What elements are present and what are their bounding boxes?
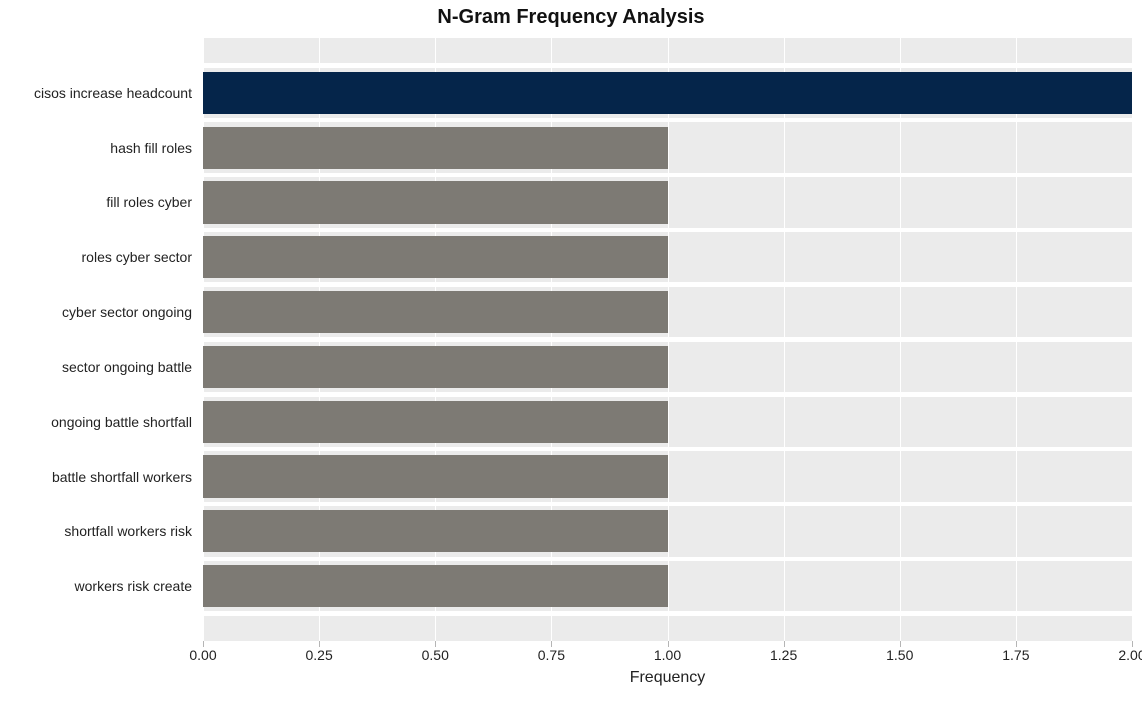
inner-xtick bbox=[784, 635, 785, 639]
bar bbox=[203, 72, 1132, 114]
inner-xtick bbox=[203, 635, 204, 639]
x-tick-label: 1.75 bbox=[1002, 647, 1029, 663]
gridline bbox=[1016, 38, 1017, 641]
y-tick-label: cisos increase headcount bbox=[0, 86, 198, 100]
gridline bbox=[784, 38, 785, 641]
x-tick-label: 1.25 bbox=[770, 647, 797, 663]
x-tick-label: 0.25 bbox=[306, 647, 333, 663]
x-axis-title: Frequency bbox=[203, 669, 1132, 687]
y-tick-label: shortfall workers risk bbox=[0, 524, 198, 538]
bar bbox=[203, 401, 668, 443]
inner-xtick bbox=[668, 635, 669, 639]
y-tick-label: hash fill roles bbox=[0, 141, 198, 155]
x-tick-label: 1.50 bbox=[886, 647, 913, 663]
inner-xtick bbox=[900, 635, 901, 639]
gridline bbox=[1132, 38, 1133, 641]
bar bbox=[203, 236, 668, 278]
inner-xtick bbox=[319, 635, 320, 639]
y-tick-label: fill roles cyber bbox=[0, 195, 198, 209]
x-tick-label: 2.00 bbox=[1118, 647, 1142, 663]
ngram-chart: N-Gram Frequency Analysis cisos increase… bbox=[0, 0, 1142, 701]
bar bbox=[203, 346, 668, 388]
y-axis-labels: cisos increase headcount hash fill roles f… bbox=[0, 38, 198, 641]
inner-xtick bbox=[1016, 635, 1017, 639]
gridline bbox=[900, 38, 901, 641]
y-tick-label: ongoing battle shortfall bbox=[0, 415, 198, 429]
x-tick-label: 0.75 bbox=[538, 647, 565, 663]
y-tick-label: workers risk create bbox=[0, 579, 198, 593]
inner-xtick bbox=[1132, 635, 1133, 639]
bar bbox=[203, 127, 668, 169]
y-tick-label: cyber sector ongoing bbox=[0, 305, 198, 319]
plot-area bbox=[203, 38, 1132, 641]
bar bbox=[203, 291, 668, 333]
x-tick-label: 1.00 bbox=[654, 647, 681, 663]
x-tick-label: 0.00 bbox=[189, 647, 216, 663]
inner-xtick bbox=[551, 635, 552, 639]
y-tick-label: sector ongoing battle bbox=[0, 360, 198, 374]
x-tick-label: 0.50 bbox=[422, 647, 449, 663]
bar bbox=[203, 455, 668, 497]
chart-title: N-Gram Frequency Analysis bbox=[0, 6, 1142, 29]
bar bbox=[203, 565, 668, 607]
x-axis: Frequency 0.000.250.500.751.001.251.501.… bbox=[203, 641, 1132, 701]
y-tick-label: battle shortfall workers bbox=[0, 470, 198, 484]
gridline bbox=[668, 38, 669, 641]
y-tick-label: roles cyber sector bbox=[0, 250, 198, 264]
bar bbox=[203, 181, 668, 223]
inner-xtick bbox=[435, 635, 436, 639]
bar bbox=[203, 510, 668, 552]
